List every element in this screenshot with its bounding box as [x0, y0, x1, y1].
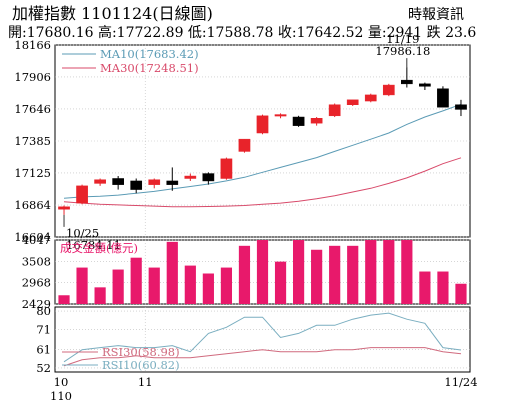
low-date-annotation: 10/25	[66, 226, 99, 240]
price-tick-label: 17906	[14, 70, 51, 84]
candle-body	[220, 158, 233, 179]
x-year-label: 110	[50, 389, 72, 403]
candle-body	[130, 180, 143, 190]
volume-legend: 成交金額(億元)	[60, 241, 138, 255]
candle-body	[148, 179, 161, 185]
x-tick-label: 11	[138, 375, 153, 389]
rsi-tick-label: 80	[36, 304, 51, 318]
x-tick-label: 11/24	[444, 375, 477, 389]
volume-bar	[311, 249, 323, 304]
price-tick-label: 17646	[14, 102, 51, 116]
source-label: 時報資訊	[408, 7, 464, 23]
price-stats: 開:17680.16 高:17722.89 低:17588.78 收:17642…	[8, 25, 477, 41]
price-tick-label: 18166	[14, 38, 51, 52]
candle-body	[274, 114, 287, 117]
candle-body	[238, 138, 251, 152]
volume-tick-label: 4047	[22, 233, 51, 247]
volume-bar	[166, 241, 178, 304]
volume-bar	[202, 273, 214, 304]
rsi10-legend: RSI10(60.82)	[102, 358, 180, 372]
volume-bar	[148, 267, 160, 304]
candle-body	[364, 94, 377, 102]
price-tick-label: 16864	[14, 198, 51, 212]
price-tick-label: 17125	[14, 166, 51, 180]
volume-tick-label: 2968	[22, 276, 51, 290]
price-tick-label: 16604	[14, 230, 51, 244]
rsi10-line	[63, 312, 462, 363]
candle-body	[256, 115, 269, 134]
volume-bar	[274, 261, 287, 304]
rsi-tick-label: 52	[36, 361, 51, 375]
volume-bar	[112, 269, 124, 304]
rsi30-legend: RSI30(58.98)	[102, 345, 180, 359]
volume-bar	[419, 271, 431, 304]
candle-body	[76, 185, 88, 204]
candle-body	[382, 84, 395, 96]
candle-body	[166, 180, 179, 185]
candle-body	[310, 118, 323, 124]
volume-bar	[365, 240, 377, 304]
candle-body	[112, 178, 124, 185]
ma30-line	[63, 157, 462, 208]
volume-bar	[256, 240, 269, 304]
ma30-legend: MA30(17248.51)	[100, 61, 199, 75]
volume-bar	[437, 271, 449, 304]
volume-bar	[184, 265, 196, 304]
volume-bar	[238, 245, 251, 304]
price-tick-label: 17385	[14, 134, 51, 148]
volume-tick-label: 3508	[22, 254, 51, 268]
volume-bar	[347, 245, 359, 304]
volume-bar	[58, 295, 70, 304]
volume-bar	[76, 267, 88, 304]
volume-bar	[455, 283, 467, 304]
candle-body	[437, 88, 449, 108]
candle-body	[58, 206, 70, 210]
high-value-annotation: 17986.18	[375, 44, 430, 58]
candle-body	[94, 179, 106, 184]
low-value-annotation: 16784.11	[66, 238, 121, 252]
volume-tick-label: 2429	[22, 297, 51, 311]
volume-bar	[329, 245, 341, 304]
x-tick-label: 10	[54, 375, 69, 389]
volume-bar	[383, 240, 395, 304]
volume-bar	[130, 257, 142, 304]
ma10-line	[63, 103, 462, 199]
candle-body	[184, 175, 197, 179]
candle-body	[455, 104, 467, 110]
candle-body	[346, 99, 359, 105]
rsi-tick-label: 61	[36, 343, 51, 357]
chart-title: 加權指數 1101124(日線圖)	[12, 4, 213, 23]
high-date-annotation: 11/19	[386, 32, 419, 46]
volume-bar	[94, 287, 106, 304]
volume-bar	[292, 240, 305, 304]
volume-bar	[220, 267, 233, 304]
candle-body	[328, 104, 341, 117]
candle-body	[401, 79, 413, 85]
rsi30-line	[63, 347, 462, 367]
rsi-pane-frame	[54, 306, 471, 373]
candle-body	[292, 116, 305, 126]
candle-body	[419, 83, 431, 87]
rsi-tick-label: 71	[36, 322, 51, 336]
ma10-legend: MA10(17683.42)	[100, 47, 199, 61]
volume-bar	[401, 240, 413, 304]
candle-body	[202, 173, 215, 182]
